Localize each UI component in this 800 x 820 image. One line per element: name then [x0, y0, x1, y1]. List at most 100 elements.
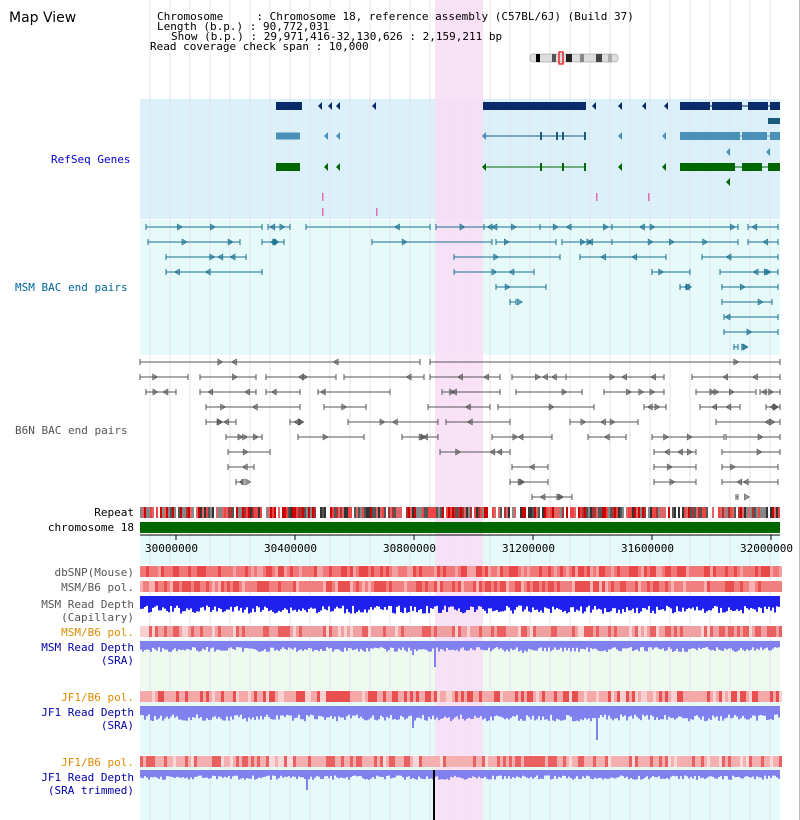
jf1-depth-sra-bar [174, 706, 176, 718]
track-label-msm-depth-capillary[interactable]: MSM Read Depth [41, 598, 134, 611]
msm-depth-capillary-bar [650, 596, 652, 613]
jf1-depth-trim-bar [352, 770, 354, 776]
msm-pol-segment [680, 581, 683, 592]
jf1-depth-sra-bar [534, 706, 536, 721]
jf1-depth-sra-bar [570, 706, 572, 717]
msm-depth-sra-bar [506, 641, 508, 650]
jf1-depth-sra-bar [724, 706, 726, 719]
msm-pol2-segment [434, 626, 437, 637]
msm-depth-sra-bar [456, 641, 458, 650]
jf1-pol2-segment [527, 756, 530, 767]
msm-pol2-segment [485, 626, 488, 637]
msm-pol-segment [290, 581, 293, 592]
msm-pol-segment [416, 581, 419, 592]
track-label-jf1-b6-pol-1[interactable]: JF1/B6 pol. [61, 691, 134, 704]
jf1-depth-trim-bar [334, 770, 336, 776]
msm-pol2-segment [431, 626, 434, 637]
ideogram-band [596, 54, 602, 62]
jf1-pol-segment [194, 691, 197, 702]
jf1-depth-trim-bar [676, 770, 678, 777]
jf1-depth-sra-bar [240, 706, 242, 715]
repeat-segment [778, 507, 780, 518]
b6n-bac-pair-arrow [253, 433, 259, 441]
repeat-segment [336, 507, 338, 518]
msm-depth-capillary-bar [630, 596, 632, 611]
track-label-jf1-b6-pol-2[interactable]: JF1/B6 pol. [61, 756, 134, 769]
jf1-depth-sra-bar [678, 706, 680, 717]
msm-depth-sra-bar [256, 641, 258, 651]
track-label-msm-depth-sra[interactable]: MSM Read Depth [41, 641, 134, 654]
jf1-pol-segment [239, 691, 242, 702]
gene-arrow [726, 148, 730, 156]
jf1-pol-segment [605, 691, 608, 702]
msm-depth-capillary-bar [416, 596, 418, 613]
track-label-msm-bac[interactable]: MSM BAC end pairs [15, 281, 128, 294]
jf1-pol-segment [761, 691, 764, 702]
dbsnp-segment [245, 566, 248, 577]
track-label-refseq[interactable]: RefSeq Genes [51, 153, 131, 166]
jf1-depth-sra-bar [462, 706, 464, 719]
track-label-jf1-depth-trimmed[interactable]: JF1 Read Depth [41, 771, 134, 784]
jf1-depth-sra-bar [456, 706, 458, 717]
dbsnp-segment [575, 566, 578, 577]
jf1-pol2-segment [209, 756, 212, 767]
msm-bac-pair-arrow [586, 238, 593, 246]
gene-arrow [592, 102, 596, 110]
msm-depth-sra-bar [330, 641, 332, 648]
msm-pol2-segment [404, 626, 407, 637]
jf1-depth-trim-bar [182, 770, 184, 778]
jf1-depth-trim-bar [654, 770, 656, 778]
track-label-msm-b6-pol-1[interactable]: MSM/B6 pol. [61, 581, 134, 594]
jf1-pol2-segment [365, 756, 368, 767]
track-label-msm-b6-pol-2[interactable]: MSM/B6 pol. [61, 626, 134, 639]
jf1-depth-trim-bar [212, 770, 214, 776]
msm-depth-capillary-bar [242, 596, 244, 613]
msm-bac-pair-arrow [486, 223, 493, 231]
msm-pol-segment [779, 581, 782, 592]
jf1-depth-trim-bar [602, 770, 604, 780]
b6n-bac-pair-arrow [769, 403, 776, 411]
repeat-segment [710, 507, 712, 518]
jf1-depth-sra-bar [164, 706, 166, 719]
msm-depth-capillary-bar [552, 596, 554, 607]
jf1-depth-trim-bar [636, 770, 638, 780]
jf1-pol-segment [536, 691, 539, 702]
b6n-bac-pair-arrow [222, 418, 229, 426]
jf1-depth-trim-bar [516, 770, 518, 777]
jf1-depth-trim-bar [324, 770, 326, 777]
jf1-pol2-segment [725, 756, 728, 767]
b6n-bac-pair-arrow [769, 418, 776, 426]
track-label-jf1-depth-sra[interactable]: JF1 Read Depth [41, 706, 134, 719]
msm-pol2-segment [593, 626, 596, 637]
msm-depth-capillary-bar [474, 596, 476, 613]
msm-depth-capillary-bar [772, 596, 774, 608]
track-label-chromosome[interactable]: chromosome 18 [47, 521, 134, 534]
track-label-repeat[interactable]: Repeat [94, 506, 134, 519]
msm-pol2-segment [467, 626, 470, 637]
repeat-segment [234, 507, 236, 518]
repeat-segment [462, 507, 464, 518]
msm-depth-capillary-bar [746, 596, 748, 609]
track-label-b6n-bac[interactable]: B6N BAC end pairs [15, 424, 128, 437]
track-label-dbsnp[interactable]: dbSNP(Mouse) [54, 566, 134, 579]
msm-pol2-segment [284, 626, 287, 637]
repeat-segment [750, 507, 752, 518]
jf1-pol-segment [395, 691, 398, 702]
jf1-pol-segment [578, 691, 581, 702]
dbsnp-segment [239, 566, 242, 577]
msm-pol-segment [563, 581, 566, 592]
jf1-pol2-segment [146, 756, 149, 767]
msm-pol2-segment [185, 626, 188, 637]
msm-depth-sra-bar [378, 641, 380, 649]
jf1-pol-segment [173, 691, 176, 702]
jf1-depth-trim-bar [198, 770, 200, 776]
repeat-segment [388, 507, 390, 518]
b6n-bac-pair-arrow [730, 463, 737, 471]
msm-pol2-segment [248, 626, 251, 637]
jf1-depth-sra-bar [536, 706, 538, 720]
axis-tick-label: 32000000 [740, 542, 793, 555]
b6n-bac-pair-arrow [561, 388, 568, 396]
jf1-depth-sra-bar [266, 706, 268, 715]
msm-pol-segment [725, 581, 728, 592]
dbsnp-segment [401, 566, 404, 577]
